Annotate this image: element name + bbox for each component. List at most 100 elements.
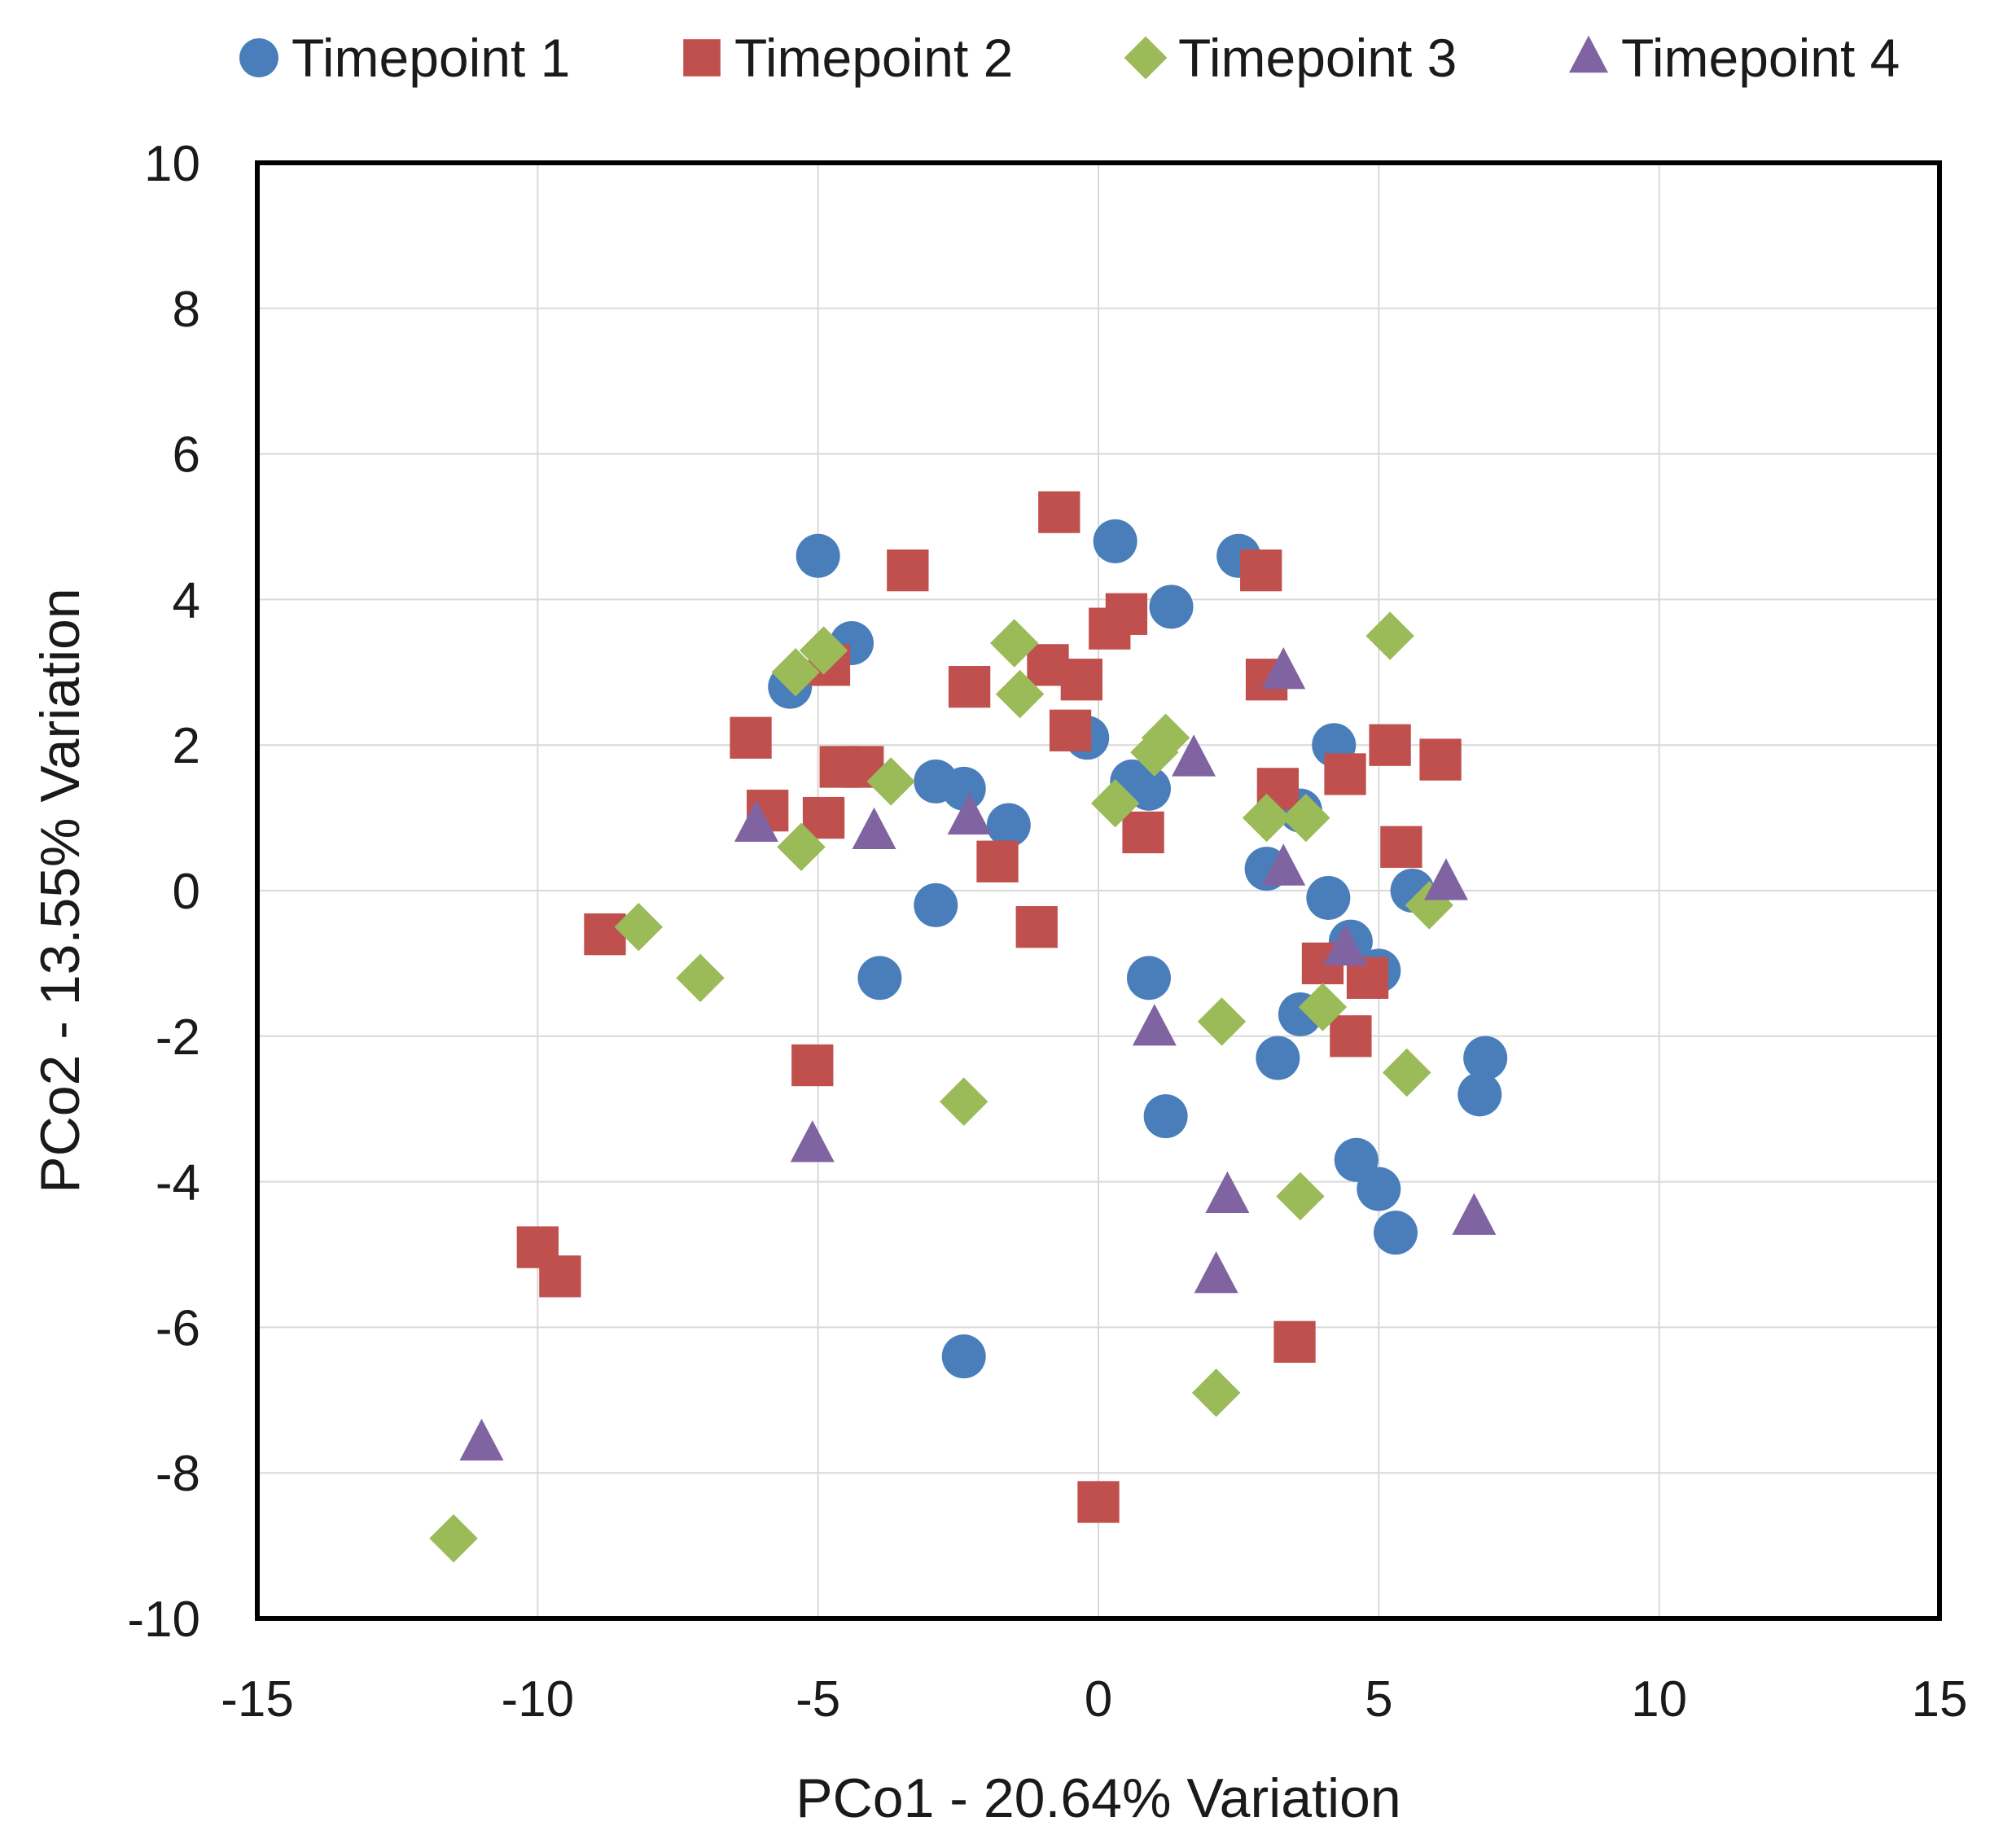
data-point-circle [941, 766, 986, 811]
data-point-square [1273, 1320, 1316, 1363]
x-tick-label: 15 [1912, 1671, 1968, 1728]
data-point-square [1122, 811, 1164, 854]
data-point-triangle [947, 792, 992, 835]
y-tick-label: -10 [127, 1592, 200, 1648]
data-point-diamond [1197, 997, 1247, 1046]
data-point-square [539, 1255, 581, 1298]
data-point-triangle [790, 1120, 835, 1163]
data-point-diamond [1141, 713, 1190, 762]
data-point-square [887, 549, 929, 592]
data-point-square [1049, 709, 1092, 751]
legend-label: Timepoint 2 [734, 28, 1013, 88]
data-point-triangle [1423, 858, 1468, 900]
x-axis-label: PCo1 - 20.64% Variation [796, 1767, 1400, 1829]
data-points [429, 491, 1508, 1563]
data-point-diamond [1242, 793, 1291, 843]
x-axis-tick-labels: -15 -10 -5 0 5 10 15 [221, 1671, 1967, 1728]
y-axis-label: PCo2 - 13.55% Variation [29, 588, 91, 1193]
data-point-triangle [459, 1418, 504, 1460]
data-point-circle [1093, 519, 1137, 563]
data-point-diamond [1365, 611, 1414, 660]
series-3 [429, 611, 1454, 1563]
grid-lines [257, 163, 1940, 1618]
legend-item: Timepoint 1 [239, 28, 570, 88]
legend: Timepoint 1 Timepoint 2 Timepoint 3 Timepoi… [239, 28, 1900, 88]
data-point-diamond [1282, 793, 1330, 843]
data-point-diamond [1383, 1048, 1431, 1097]
data-point-diamond [995, 669, 1045, 719]
data-point-square [730, 716, 772, 759]
data-point-diamond [1298, 983, 1348, 1031]
data-point-circle [857, 956, 902, 1001]
legend-marker-diamond [1124, 36, 1168, 80]
data-point-square [584, 913, 626, 956]
x-tick-label: -15 [221, 1671, 294, 1728]
data-point-diamond [1130, 728, 1179, 777]
data-point-circle [1126, 766, 1171, 811]
series-4 [459, 647, 1497, 1460]
series-2 [516, 491, 1462, 1523]
data-point-triangle [852, 807, 896, 849]
legend-label: Timepoint 1 [291, 28, 570, 88]
data-point-diamond [940, 1077, 988, 1126]
plot-area-frame [255, 160, 1942, 1621]
data-point-diamond [771, 648, 820, 697]
data-point-square [1330, 1015, 1372, 1058]
data-point-circle [1457, 1072, 1502, 1117]
data-point-circle [986, 803, 1031, 847]
data-point-square [791, 1044, 834, 1087]
data-point-circle [1149, 585, 1194, 629]
legend-marker-circle [239, 38, 278, 77]
x-tick-label: 0 [1085, 1671, 1112, 1728]
data-point-triangle [1261, 843, 1306, 886]
data-point-square [1240, 549, 1282, 592]
data-point-diamond [676, 953, 725, 1002]
y-tick-label: 8 [173, 282, 200, 338]
legend-item: Timepoint 2 [683, 28, 1013, 88]
legend-marker-square [683, 39, 721, 77]
data-point-diamond [614, 903, 663, 952]
legend-label: Timepoint 4 [1621, 28, 1900, 88]
data-point-diamond [990, 619, 1039, 668]
data-point-square [1038, 491, 1080, 533]
data-point-triangle [1205, 1171, 1250, 1213]
data-point-square [1105, 593, 1148, 635]
data-point-diamond [429, 1513, 478, 1563]
data-point-square [1380, 825, 1422, 869]
y-tick-label: -8 [156, 1446, 200, 1502]
y-tick-label: -4 [156, 1155, 200, 1211]
x-tick-label: -10 [502, 1671, 575, 1728]
y-tick-label: 2 [173, 718, 200, 774]
data-point-square [1324, 753, 1366, 795]
legend-item: Timepoint 4 [1569, 28, 1900, 88]
data-point-triangle [1194, 1251, 1238, 1294]
x-tick-label: -5 [796, 1671, 840, 1728]
data-point-circle [941, 1334, 986, 1379]
data-point-circle [1306, 875, 1351, 920]
data-point-square [1060, 659, 1102, 701]
data-point-circle [1373, 1211, 1418, 1255]
data-point-circle [1463, 1036, 1508, 1080]
legend-label: Timepoint 3 [1178, 28, 1457, 88]
y-tick-label: -6 [156, 1300, 200, 1356]
data-point-square [1077, 1481, 1120, 1523]
data-point-triangle [1452, 1193, 1497, 1235]
data-point-diamond [866, 757, 915, 806]
data-point-circle [1357, 1167, 1401, 1211]
data-point-circle [796, 533, 840, 578]
data-point-circle [1126, 956, 1171, 1001]
y-axis-tick-labels: -10 -8 -6 -4 -2 0 2 4 6 8 10 [127, 136, 200, 1648]
data-point-diamond [1090, 779, 1140, 828]
data-point-diamond [1191, 1368, 1241, 1417]
data-point-diamond [799, 626, 848, 675]
y-tick-label: 10 [144, 136, 200, 192]
y-tick-label: 0 [173, 864, 200, 920]
data-point-triangle [734, 799, 778, 843]
data-point-triangle [1323, 923, 1368, 966]
data-point-diamond [777, 822, 826, 872]
data-point-square [948, 666, 991, 708]
data-point-square [1015, 906, 1058, 948]
data-point-circle [1256, 1036, 1300, 1080]
y-tick-label: -2 [156, 1009, 200, 1066]
